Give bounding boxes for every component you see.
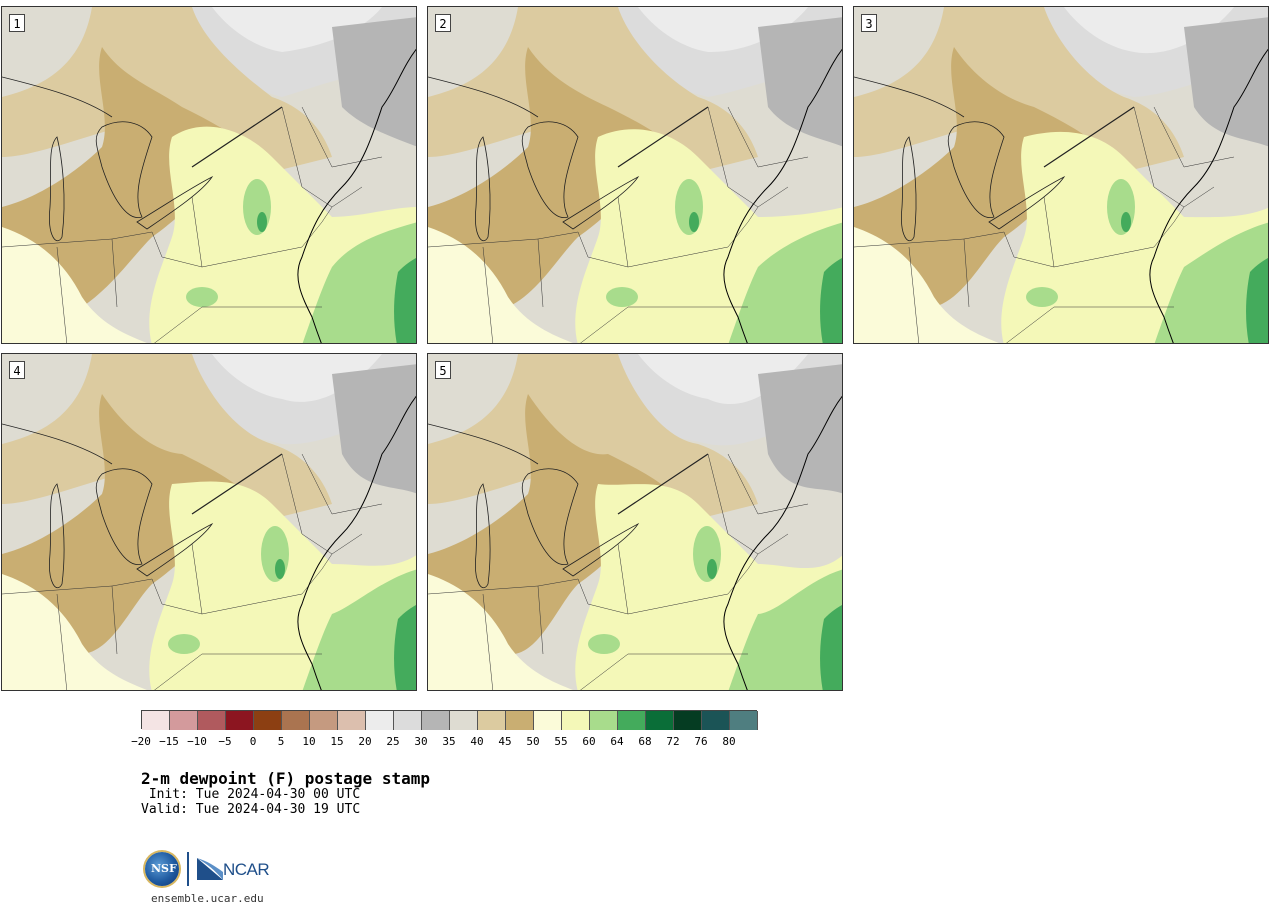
colorbar-tick-label: 25 [386,735,400,748]
colorbar-swatch [506,711,534,730]
map-panel[interactable]: 5 [427,353,843,691]
map-panel[interactable]: 1 [1,6,417,344]
colorbar-tick-label: −10 [187,735,207,748]
panel-label: 2 [435,14,451,32]
panel-label: 1 [9,14,25,32]
colorbar-swatch [730,711,758,730]
chart-title: 2-m dewpoint (F) postage stamp [141,769,430,788]
map-panel[interactable]: 3 [853,6,1269,344]
colorbar-tick-label: 20 [358,735,372,748]
colorbar-swatch [226,711,254,730]
colorbar-tick-label: 50 [526,735,540,748]
colorbar-swatch [646,711,674,730]
colorbar-tick-label: 60 [582,735,596,748]
dewpoint-map [854,7,1268,343]
ncar-mark-icon [197,858,223,880]
colorbar-tick-label: 76 [694,735,708,748]
website-link[interactable]: ensemble.ucar.edu [151,892,264,905]
colorbar-swatch [590,711,618,730]
colorbar-swatch [254,711,282,730]
colorbar-tick-label: 55 [554,735,568,748]
panel-label: 4 [9,361,25,379]
colorbar-tick-label: 30 [414,735,428,748]
colorbar-tick-label: 72 [666,735,680,748]
dewpoint-map [2,7,416,343]
panel-label: 5 [435,361,451,379]
colorbar-tick-label: 80 [722,735,736,748]
colorbar-tick-label: −5 [218,735,232,748]
colorbar-swatch [702,711,730,730]
colorbar-swatch [618,711,646,730]
colorbar-swatch [450,711,478,730]
init-time: Init: Tue 2024-04-30 00 UTC [141,787,361,802]
colorbar-swatch [562,711,590,730]
colorbar-tick-label: 45 [498,735,512,748]
colorbar-tick-label: 10 [302,735,316,748]
colorbar-tick-label: −15 [159,735,179,748]
logo-divider [187,852,189,886]
colorbar-tick-label: 40 [470,735,484,748]
colorbar-swatch [422,711,450,730]
colorbar-tick-label: 5 [277,735,285,748]
valid-time: Valid: Tue 2024-04-30 19 UTC [141,802,361,817]
colorbar-tick-label: 64 [610,735,624,748]
colorbar-tick-label: 15 [330,735,344,748]
colorbar-swatch [478,711,506,730]
nsf-logo: NSF [145,852,179,886]
colorbar-swatch [394,711,422,730]
colorbar-swatch [142,711,170,730]
colorbar-tick-label: 35 [442,735,456,748]
colorbar-swatch [338,711,366,730]
colorbar-boxes [141,710,758,730]
colorbar-tick-label: 68 [638,735,652,748]
colorbar-swatch [674,711,702,730]
ncar-logo-text: NCAR [223,860,270,879]
colorbar-swatch [282,711,310,730]
panel-label: 3 [861,14,877,32]
colorbar-swatch [534,711,562,730]
map-panel[interactable]: 2 [427,6,843,344]
colorbar-swatch [198,711,226,730]
colorbar-swatch [170,711,198,730]
colorbar-swatch [366,711,394,730]
dewpoint-map [2,354,416,690]
dewpoint-map [428,354,842,690]
dewpoint-map [428,7,842,343]
map-panel[interactable]: 4 [1,353,417,691]
colorbar-tick-label: −20 [131,735,151,748]
colorbar-tick-label: 0 [249,735,257,748]
colorbar-swatch [310,711,338,730]
